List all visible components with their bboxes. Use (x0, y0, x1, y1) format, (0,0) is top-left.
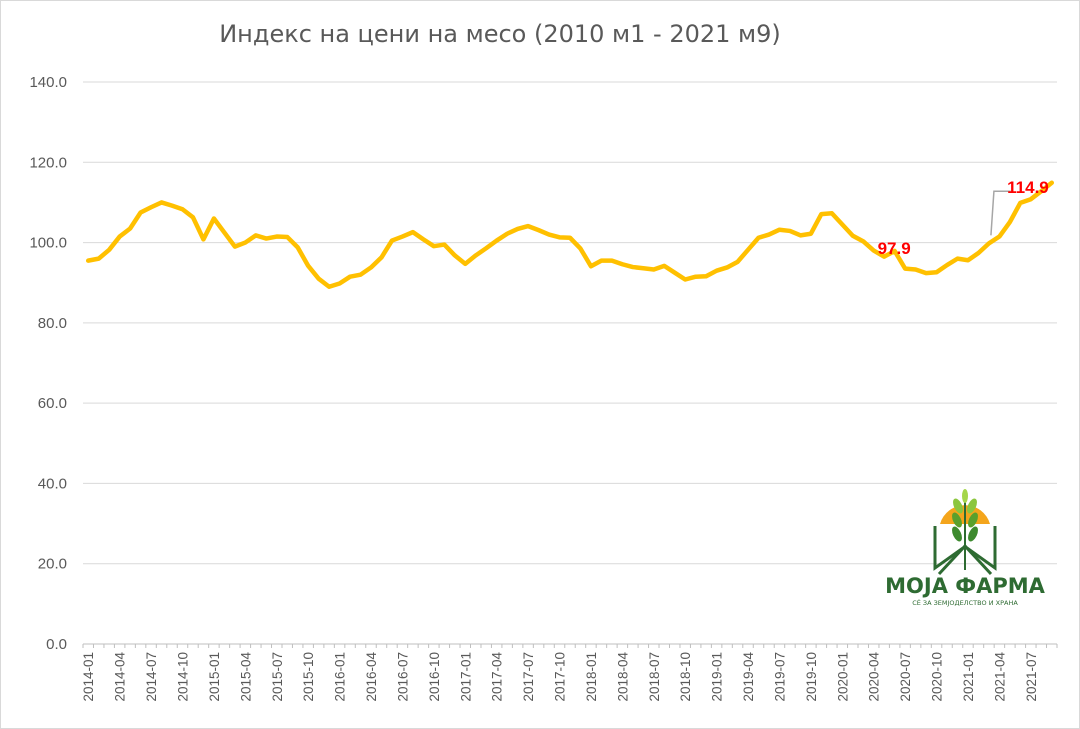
y-tick-label: 0.0 (46, 636, 67, 653)
x-tick-label: 2021-04 (992, 652, 1007, 702)
x-tick-label: 2018-01 (584, 652, 599, 702)
moja-farma-logo: МОЈА ФАРМА СЀ ЗА ЗЕМЈОДЕЛСТВО И ХРАНА (885, 489, 1046, 607)
series-line (85, 180, 1055, 289)
x-tick-label: 2017-04 (490, 652, 505, 702)
data-label: 114.9 (1007, 178, 1049, 197)
data-labels: 97.9 114.9 (878, 178, 1049, 258)
x-tick-label: 2016-10 (427, 652, 442, 702)
x-tick-label: 2021-07 (1024, 652, 1039, 702)
x-tick-label: 2014-04 (113, 652, 128, 702)
x-tick-label: 2015-07 (270, 652, 285, 702)
logo-frame (933, 526, 997, 571)
x-tick-label: 2014-10 (175, 652, 190, 702)
data-label: 97.9 (878, 239, 911, 258)
x-tick-label: 2016-04 (364, 652, 379, 702)
x-tick-label: 2016-07 (395, 652, 410, 702)
y-tick-label: 140.0 (29, 74, 67, 91)
data-label-leader (990, 190, 1011, 236)
x-tick-label: 2019-07 (772, 652, 787, 702)
x-tick-label: 2016-01 (333, 652, 348, 702)
y-tick-label: 60.0 (38, 395, 67, 412)
x-tick-label: 2020-01 (835, 652, 850, 702)
y-tick-label: 120.0 (29, 154, 67, 171)
logo-tagline: СЀ ЗА ЗЕМЈОДЕЛСТВО И ХРАНА (912, 598, 1018, 607)
x-tick-label: 2018-10 (678, 652, 693, 702)
x-tick-label: 2015-04 (238, 652, 253, 702)
y-tick-label: 40.0 (38, 475, 67, 492)
x-tick-label: 2021-01 (961, 652, 976, 702)
y-tick-label: 100.0 (29, 235, 67, 252)
x-axis: 2014-01 2014-04 2014-07 2014-10 2015-01 2015-… (81, 644, 1058, 702)
y-tick-label: 20.0 (38, 556, 67, 573)
x-tick-label: 2019-10 (804, 652, 819, 702)
logo-name: МОЈА ФАРМА (885, 574, 1045, 598)
x-tick-label: 2017-01 (458, 652, 473, 702)
x-tick-label: 2014-01 (81, 652, 96, 702)
y-tick-label: 80.0 (38, 315, 67, 332)
x-tick-label: 2017-10 (553, 652, 568, 702)
chart-title: Индекс на цени на месо (2010 м1 - 2021 м… (219, 20, 781, 48)
x-tick-label: 2015-10 (301, 652, 316, 702)
x-tick-label: 2020-10 (930, 652, 945, 702)
x-tick-label: 2018-04 (615, 652, 630, 702)
y-axis: 0.0 20.0 40.0 60.0 80.0 100.0 120.0 140.0 (29, 74, 67, 653)
x-tick-label: 2019-04 (741, 652, 756, 702)
x-tick-label: 2017-07 (521, 652, 536, 702)
x-tick-label: 2018-07 (647, 652, 662, 702)
x-tick-label: 2019-01 (710, 652, 725, 702)
x-tick-label: 2020-04 (867, 652, 882, 702)
x-tick-label: 2015-01 (207, 652, 222, 702)
x-tick-label: 2020-07 (898, 652, 913, 702)
x-tick-label: 2014-07 (144, 652, 159, 702)
gridlines (83, 81, 1057, 645)
